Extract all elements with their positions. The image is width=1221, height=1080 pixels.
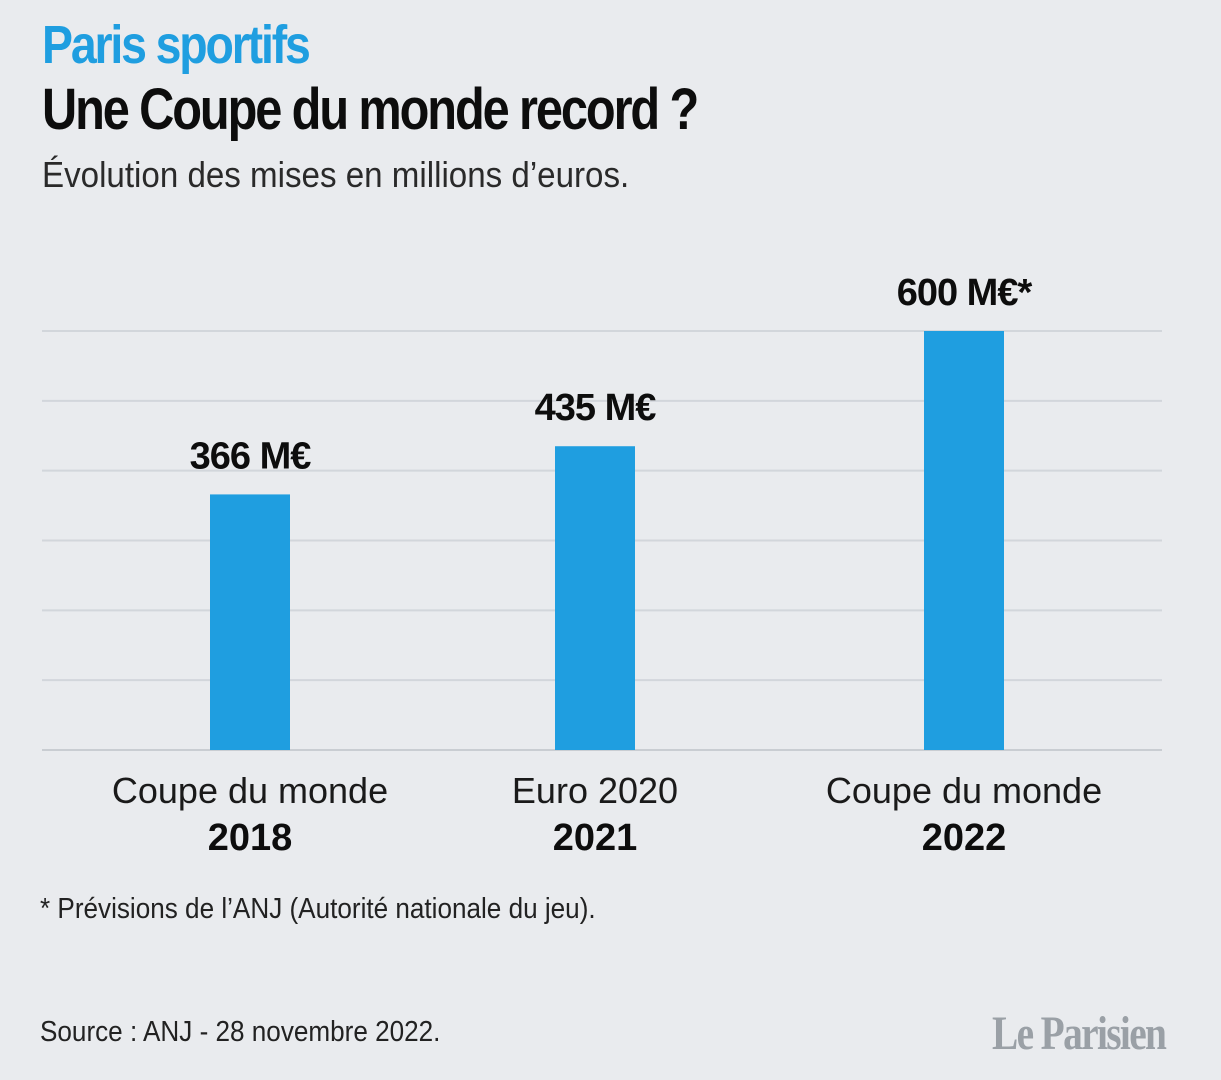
category-label: Coupe du monde [112,770,388,811]
data-label: 366 M€ [190,435,312,477]
data-label: 435 M€ [535,387,657,429]
category-year-label: 2022 [922,817,1007,859]
category-label: Euro 2020 [512,770,678,811]
kicker: Paris sportifs [42,15,311,75]
chart-title: Une Coupe du monde record ? [42,77,699,142]
data-label: 600 M€* [897,272,1033,314]
x-axis-labels: Coupe du monde 2018 Euro 2020 2021 Coupe du … [112,770,1102,859]
bar [555,446,635,750]
category-year-label: 2018 [208,817,293,859]
data-labels: 366 M€ 435 M€ 600 M€* [190,272,1034,477]
bars [210,331,1004,750]
footnote: * Prévisions de l’ANJ (Autorité national… [40,893,596,925]
category-label: Coupe du monde [826,770,1102,811]
le-parisien-logo: Le Parisien [991,1007,1167,1060]
source-note: Source : ANJ - 28 novembre 2022. [40,1016,441,1048]
bar [924,331,1004,750]
chart-subtitle: Évolution des mises en millions d’euros. [42,154,630,195]
category-year-label: 2021 [553,817,638,859]
bar [210,494,290,750]
bar-chart: 366 M€ 435 M€ 600 M€* Coupe du monde 2018 Eu… [42,272,1162,859]
